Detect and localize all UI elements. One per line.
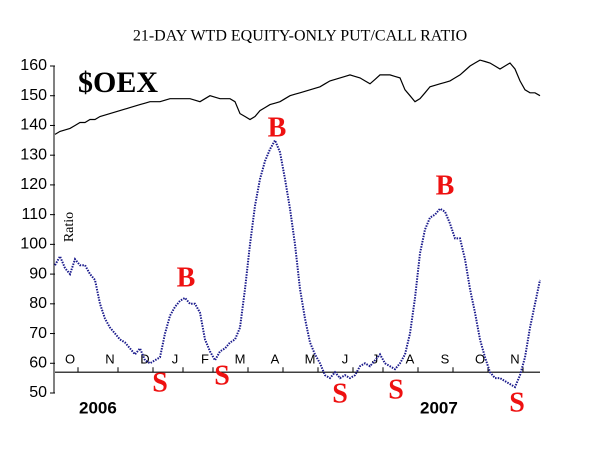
y-tick-label: 80 xyxy=(29,295,47,312)
series-label: Ratio xyxy=(62,212,77,242)
annotation: S xyxy=(509,387,525,418)
annotation: S xyxy=(214,360,230,391)
y-tick-label: 120 xyxy=(20,176,47,193)
y-tick-label: 50 xyxy=(29,384,47,401)
y-tick-label: 140 xyxy=(20,117,47,134)
annotation: S xyxy=(152,367,168,398)
x-tick-label: A xyxy=(406,352,415,367)
chart-title: 21-DAY WTD EQUITY-ONLY PUT/CALL RATIO xyxy=(133,28,467,45)
y-tick-label: 160 xyxy=(20,57,47,74)
x-tick-label: N xyxy=(510,352,519,367)
series-line xyxy=(54,138,541,389)
y-tick-label: 90 xyxy=(29,265,47,282)
series-label: $OEX xyxy=(78,66,158,99)
x-tick-label: A xyxy=(271,352,280,367)
annotation: B xyxy=(177,262,196,293)
x-tick-label: M xyxy=(235,352,246,367)
y-tick-label: 110 xyxy=(21,206,47,223)
x-tick-label: O xyxy=(475,352,485,367)
annotation: B xyxy=(268,112,287,143)
y-tick-label: 130 xyxy=(20,146,47,163)
series-line xyxy=(54,59,541,135)
y-tick-label: 100 xyxy=(20,236,47,253)
year-label: 2006 xyxy=(79,398,117,417)
annotation: B xyxy=(436,170,455,201)
x-tick-label: J xyxy=(372,352,379,367)
x-tick-label: F xyxy=(201,352,209,367)
x-tick-label: N xyxy=(105,352,114,367)
year-label: 2007 xyxy=(420,398,458,417)
annotation: S xyxy=(388,374,404,405)
x-tick-label: S xyxy=(441,352,450,367)
x-tick-label: O xyxy=(65,352,75,367)
annotation: S xyxy=(332,378,348,409)
y-tick-label: 70 xyxy=(29,325,47,342)
y-tick-label: 60 xyxy=(29,354,47,371)
y-tick-label: 150 xyxy=(20,87,47,104)
x-tick-label: M xyxy=(305,352,316,367)
x-tick-label: J xyxy=(342,352,349,367)
x-tick-label: J xyxy=(172,352,179,367)
